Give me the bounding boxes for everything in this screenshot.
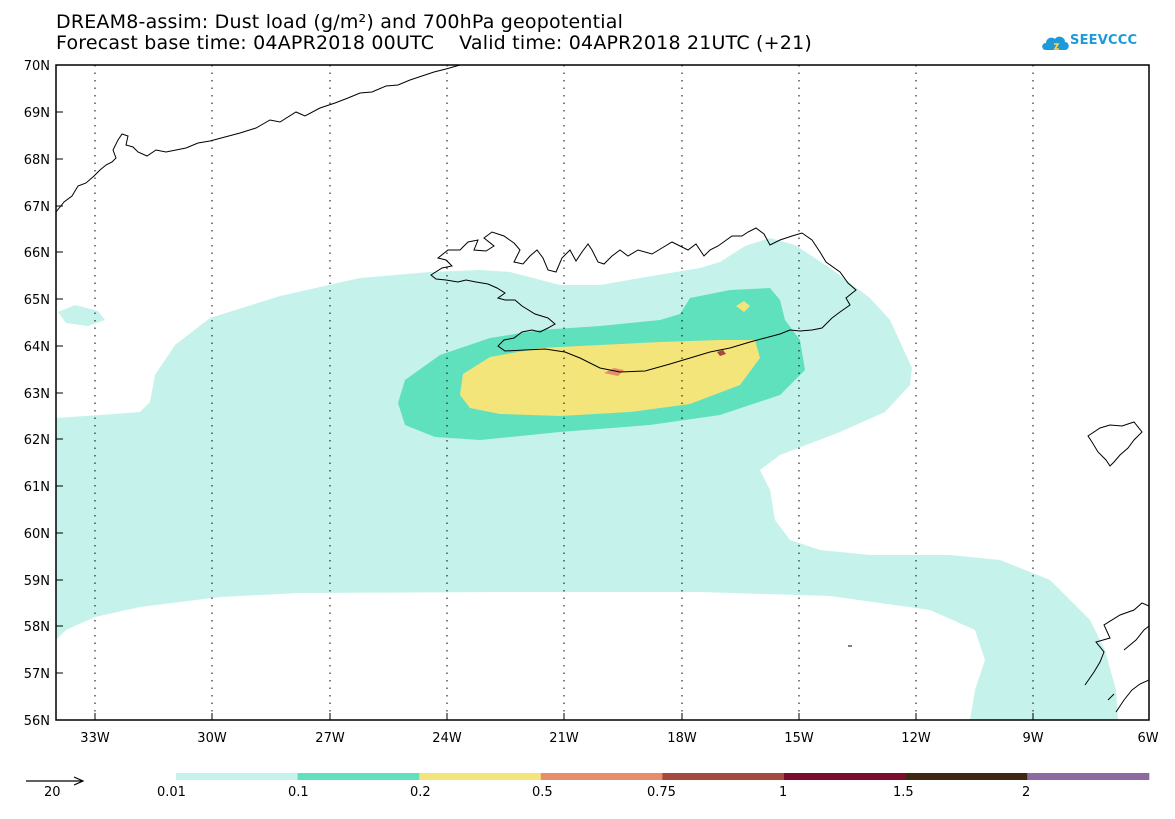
legend-label: 1.5 (893, 785, 914, 800)
legend-swatch (905, 773, 1028, 780)
legend-label: 0.5 (532, 785, 553, 800)
lon-label: 33W (80, 731, 110, 746)
lon-label: 9W (1022, 731, 1043, 746)
legend-graphics (26, 773, 1150, 786)
dust-contour-0.2-spot (736, 301, 750, 312)
legend-label: 1 (779, 785, 788, 800)
scotland-coast (1084, 602, 1149, 686)
greenland-coast (56, 65, 461, 213)
lat-labels: 70N 69N 68N 67N 66N 65N 64N 63N 62N 61N … (24, 59, 50, 729)
lat-label: 64N (24, 340, 50, 355)
lat-label: 70N (24, 59, 50, 74)
lon-label: 6W (1137, 731, 1158, 746)
dust-contour-0.01-patch (58, 305, 105, 326)
legend-swatch (784, 773, 907, 780)
dust-contour-0.01 (56, 238, 1118, 720)
legend-label: 2 (1022, 785, 1031, 800)
coastlines (56, 65, 1149, 713)
lat-label: 61N (24, 480, 50, 495)
lat-label: 66N (24, 246, 50, 261)
legend-swatch (540, 773, 663, 780)
dust-contours (56, 238, 1118, 720)
lat-label: 58N (24, 620, 50, 635)
dust-map: 70N 69N 68N 67N 66N 65N 64N 63N 62N 61N … (24, 59, 1159, 746)
lon-label: 30W (197, 731, 227, 746)
lat-label: 56N (24, 714, 50, 729)
faroe-islands (1087, 421, 1143, 467)
lon-label: 27W (315, 731, 345, 746)
cloud-icon (1042, 36, 1069, 50)
dust-contour-0.5 (604, 368, 624, 376)
lon-label: 24W (432, 731, 462, 746)
legend-swatch (1027, 773, 1150, 780)
lat-label: 63N (24, 387, 50, 402)
legend-label: 0.1 (288, 785, 309, 800)
lat-label: 69N (24, 106, 50, 121)
legend-label: 0.2 (410, 785, 431, 800)
legend-swatch (297, 773, 420, 780)
legend-swatch (176, 773, 299, 780)
lon-label: 15W (784, 731, 814, 746)
legend-label: 0.01 (157, 785, 186, 800)
iceland-coast (430, 227, 857, 373)
dust-contour-0.75 (717, 350, 726, 356)
lat-label: 65N (24, 293, 50, 308)
lat-label: 62N (24, 433, 50, 448)
scotland-isles (1107, 625, 1149, 713)
legend: 20 0.01 0.1 0.2 0.5 0.75 1 1.5 2 (0, 760, 1175, 815)
lat-label: 68N (24, 153, 50, 168)
lat-label: 67N (24, 200, 50, 215)
legend-swatch (419, 773, 542, 780)
wind-reference-arrow (26, 776, 85, 786)
lat-label: 57N (24, 667, 50, 682)
lat-label: 59N (24, 574, 50, 589)
axis-ticks (56, 64, 1034, 720)
legend-label: 0.75 (647, 785, 676, 800)
legend-swatch (662, 773, 785, 780)
seevccc-logo: SEEVCCC (1040, 30, 1155, 54)
logo-text: SEEVCCC (1070, 33, 1138, 48)
wind-reference-value: 20 (44, 785, 61, 800)
color-bar (176, 773, 1150, 780)
lon-label: 12W (901, 731, 931, 746)
forecast-time-line: Forecast base time: 04APR2018 00UTC Vali… (56, 32, 812, 54)
lon-label: 21W (549, 731, 579, 746)
lat-label: 60N (24, 527, 50, 542)
map-title: DREAM8-assim: Dust load (g/m²) and 700hP… (56, 11, 624, 33)
lon-labels: 33W 30W 27W 24W 21W 18W 15W 12W 9W 6W (80, 731, 1158, 746)
lon-label: 18W (667, 731, 697, 746)
